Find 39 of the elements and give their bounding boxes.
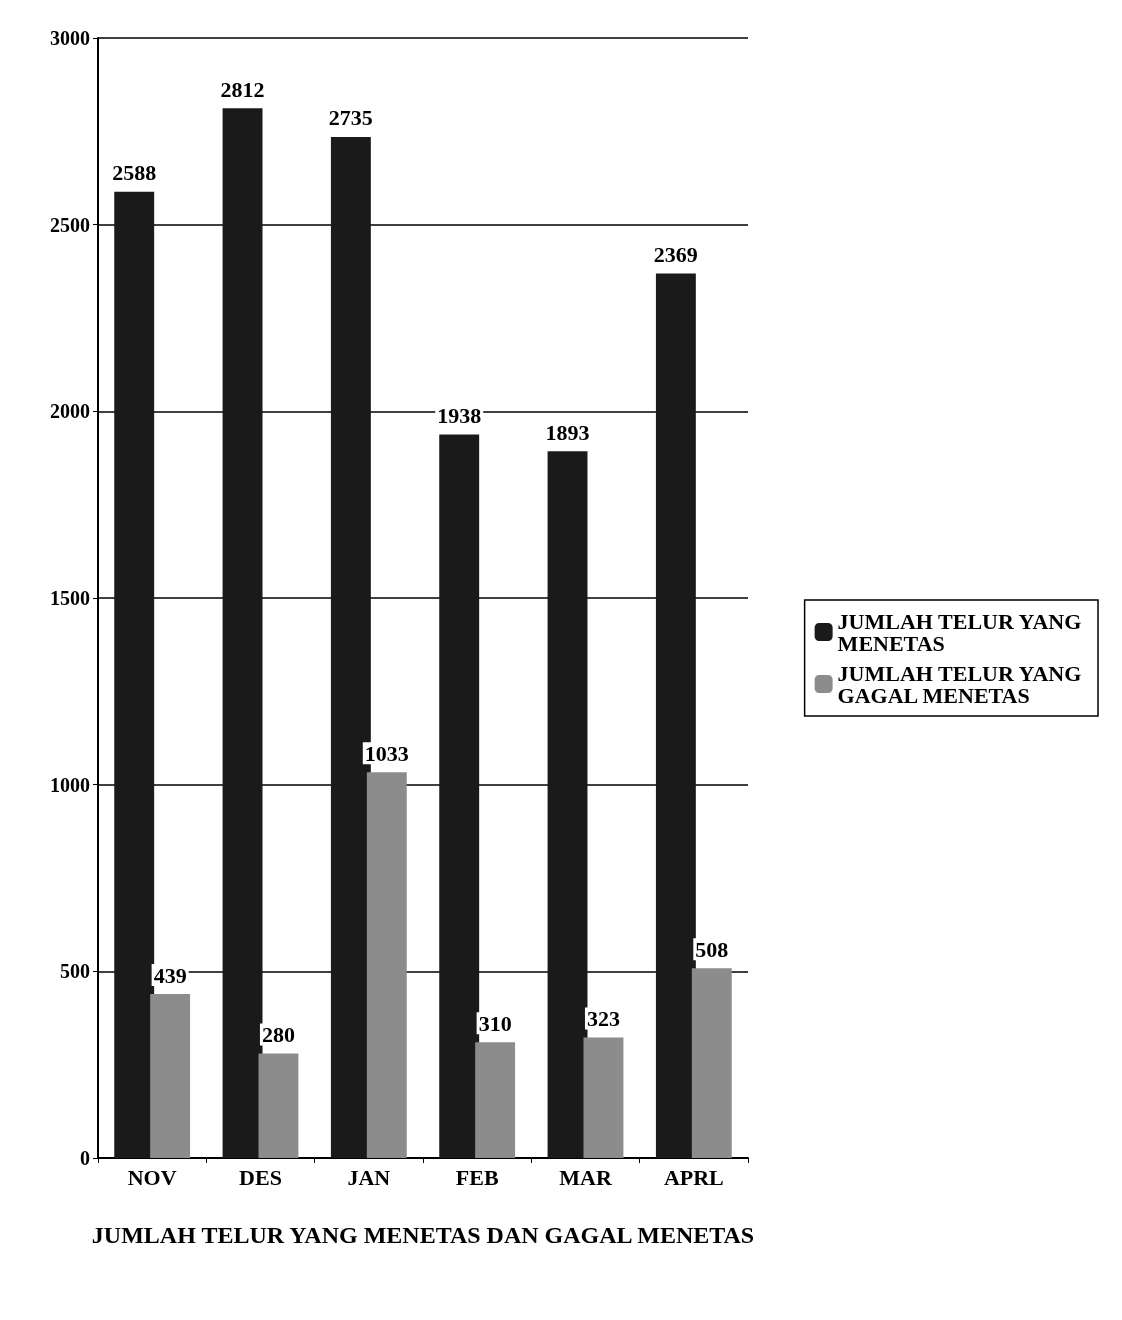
data-label: 2812 [220,76,265,102]
y-tick-label: 1500 [50,587,90,609]
data-label: 2735 [328,105,373,131]
data-label: 280 [261,1021,295,1047]
bar [655,273,696,1158]
bar [150,994,191,1158]
bar [547,451,588,1158]
data-label: 2369 [653,242,698,268]
y-tick-label: 3000 [50,27,90,49]
x-tick-label: JAN [347,1164,391,1190]
data-label: 1033 [364,740,409,766]
data-label: 1938 [437,402,482,428]
x-tick-label: FEB [455,1164,499,1190]
data-label: 310 [478,1010,512,1036]
legend-label: JUMLAH TELUR YANG MENETAS [837,608,1087,656]
data-label: 439 [153,962,187,988]
bar [258,1053,299,1158]
data-label: 1893 [545,419,590,445]
bar [475,1042,516,1158]
x-tick-label: MAR [559,1164,613,1190]
data-label: 2588 [112,160,157,186]
x-tick-label: APRL [663,1164,724,1190]
bar [439,434,480,1158]
y-tick-label: 2500 [50,213,90,236]
bar [691,968,732,1158]
data-label: 508 [695,936,729,962]
y-tick-label: 500 [60,960,90,983]
data-label: 323 [586,1005,620,1031]
bar [366,772,407,1158]
y-tick-label: 1000 [50,773,90,796]
x-tick-label: NOV [127,1164,177,1190]
y-tick-label: 0 [80,1147,90,1169]
y-tick-label: 2000 [50,400,90,423]
x-tick-label: DES [239,1164,282,1190]
legend-label: JUMLAH TELUR YANG GAGAL MENETAS [837,660,1087,708]
bar [583,1037,624,1158]
bar [222,108,263,1158]
x-axis-title: JUMLAH TELUR YANG MENETAS DAN GAGAL MENETAS [91,1222,755,1248]
bar [114,191,155,1158]
